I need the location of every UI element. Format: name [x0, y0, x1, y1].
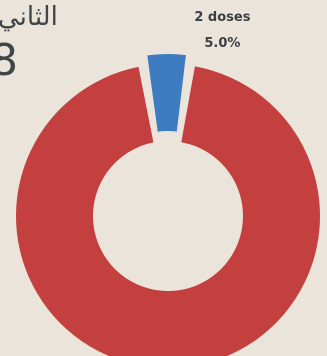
corner-number: 8: [0, 35, 18, 86]
donut-slice-0: [147, 54, 186, 132]
data-label-name-0: 2 doses: [194, 10, 250, 25]
donut-slices: [16, 54, 320, 356]
corner-arabic-label: الثاني: [0, 2, 58, 32]
corner-header: الثاني 8: [0, 2, 82, 92]
donut-slice-1: [16, 66, 320, 356]
data-labels: 2 doses 5.0%: [194, 10, 250, 51]
data-label-percent-0: 5.0%: [204, 36, 240, 51]
